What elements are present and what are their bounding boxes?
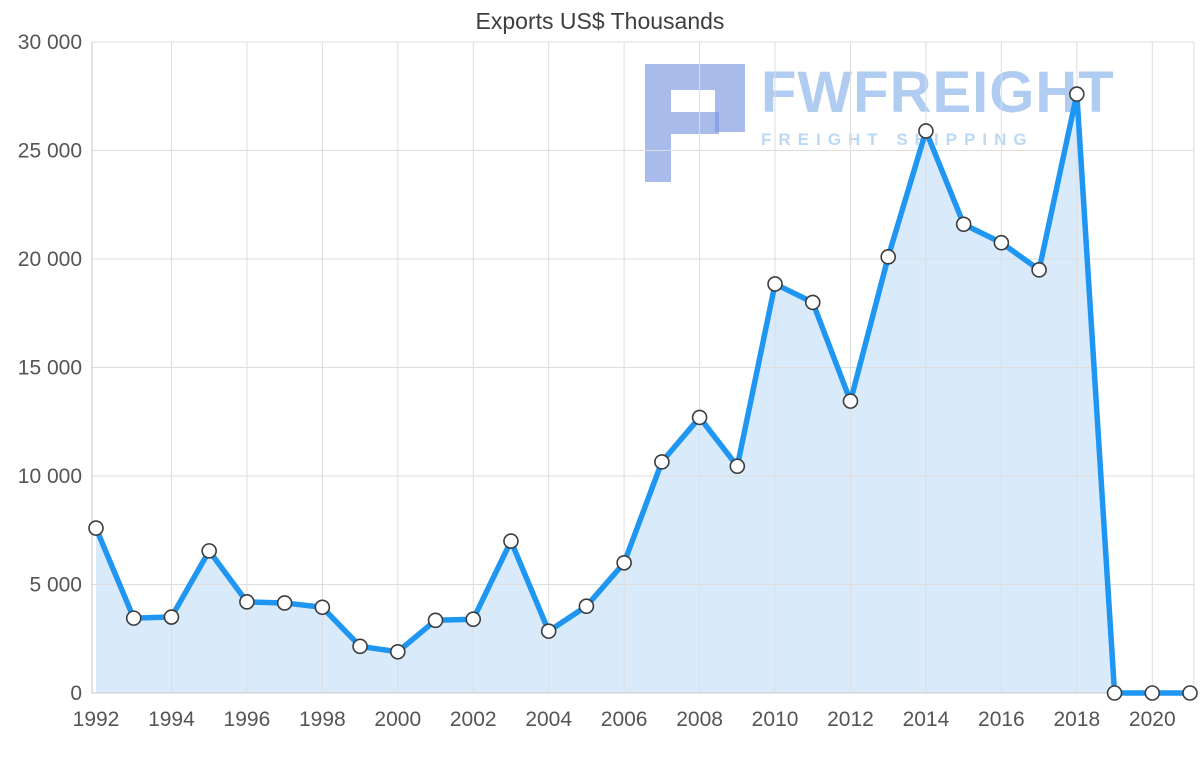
data-point-marker bbox=[201, 543, 217, 559]
data-point-marker bbox=[842, 393, 859, 409]
y-tick-label: 30 000 bbox=[18, 31, 82, 54]
data-point-marker bbox=[578, 598, 595, 615]
x-tick-label: 1996 bbox=[224, 708, 271, 731]
data-point-marker bbox=[691, 409, 708, 426]
data-point-marker bbox=[314, 599, 331, 616]
data-point-marker bbox=[125, 610, 142, 626]
data-point-marker bbox=[767, 276, 783, 292]
data-point-marker bbox=[880, 249, 897, 265]
x-tick-label: 2010 bbox=[752, 708, 799, 731]
watermark: FWFREIGHT FREIGHT SHIPPING bbox=[645, 64, 1129, 182]
y-tick-label: 10 000 bbox=[18, 465, 82, 488]
data-point-marker bbox=[804, 294, 821, 311]
x-tick-label: 1992 bbox=[73, 708, 120, 731]
data-point-marker bbox=[955, 216, 972, 233]
y-tick-label: 0 bbox=[70, 682, 82, 705]
data-point-marker bbox=[1144, 685, 1161, 701]
x-tick-label: 2014 bbox=[903, 708, 950, 731]
fwfreight-logo-icon bbox=[645, 64, 745, 182]
x-tick-label: 2008 bbox=[676, 708, 723, 731]
data-point-marker bbox=[616, 554, 632, 571]
chart-title: Exports US$ Thousands bbox=[475, 8, 725, 34]
x-tick-label: 2000 bbox=[374, 708, 421, 731]
data-point-marker bbox=[993, 234, 1010, 251]
x-tick-label: 2018 bbox=[1053, 708, 1100, 731]
area-fill bbox=[96, 94, 1190, 693]
y-tick-label: 5 000 bbox=[29, 574, 82, 597]
data-point-marker bbox=[1069, 86, 1085, 102]
data-point-marker bbox=[465, 611, 482, 628]
data-point-marker bbox=[1031, 262, 1047, 278]
x-tick-label: 2012 bbox=[827, 708, 874, 731]
data-point-marker bbox=[427, 612, 444, 629]
x-tick-label: 2002 bbox=[450, 708, 497, 731]
data-point-marker bbox=[239, 594, 255, 610]
data-point-marker bbox=[1182, 685, 1198, 701]
data-point-marker bbox=[163, 609, 180, 625]
y-tick-label: 20 000 bbox=[18, 248, 82, 271]
x-tick-label: 2016 bbox=[978, 708, 1025, 731]
y-tick-label: 15 000 bbox=[18, 357, 82, 380]
watermark-tagline: FREIGHT SHIPPING bbox=[761, 130, 1034, 149]
x-tick-label: 2006 bbox=[601, 708, 648, 731]
data-point-marker bbox=[918, 123, 934, 139]
x-tick-label: 1994 bbox=[148, 708, 195, 731]
watermark-brand: FWFREIGHT bbox=[761, 60, 1115, 125]
data-point-marker bbox=[1106, 685, 1123, 701]
data-point-marker bbox=[389, 643, 406, 660]
data-point-marker bbox=[276, 595, 293, 611]
y-tick-label: 25 000 bbox=[18, 140, 82, 163]
data-point-marker bbox=[729, 458, 746, 475]
data-point-marker bbox=[88, 520, 104, 536]
data-point-marker bbox=[352, 638, 368, 655]
data-point-marker bbox=[654, 454, 670, 470]
x-tick-label: 2004 bbox=[525, 708, 572, 731]
watermark-text: FWFREIGHT FREIGHT SHIPPING bbox=[761, 64, 1129, 150]
data-point-marker bbox=[503, 533, 519, 549]
data-point-marker bbox=[540, 623, 557, 639]
x-tick-label: 2020 bbox=[1129, 708, 1176, 731]
x-tick-label: 1998 bbox=[299, 708, 346, 731]
